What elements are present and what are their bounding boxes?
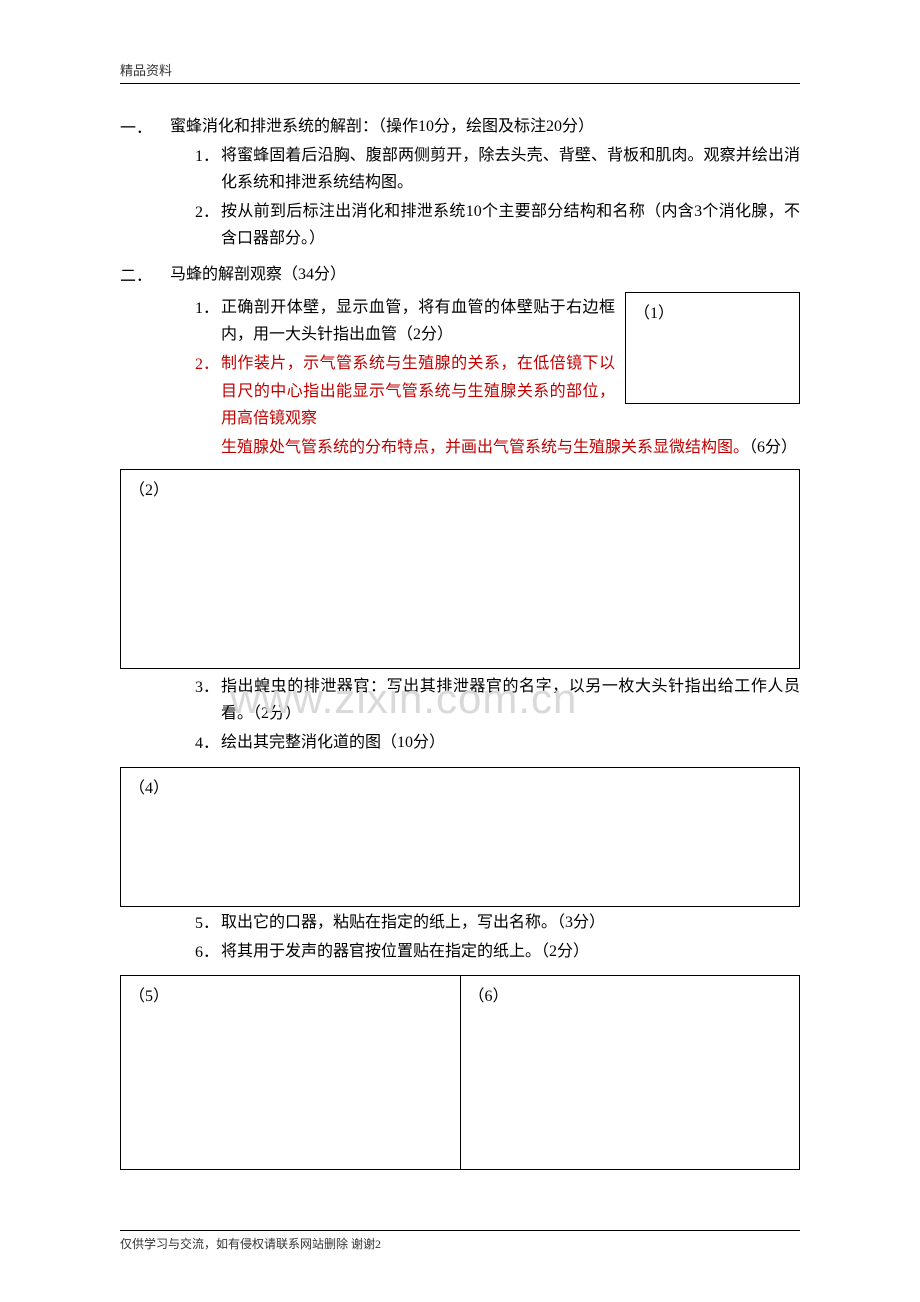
item-2-1-text: 正确剖开体壁，显示血管，将有血管的体壁贴于右边框内，用一大头针指出血管（2分） — [221, 294, 615, 348]
answer-box-4: （4） — [120, 767, 800, 907]
item-2-6: 6． 将其用于发声的器官按位置贴在指定的纸上。（2分） — [120, 938, 800, 965]
box-1-label: （1） — [634, 305, 674, 322]
item-2-2-num: 2． — [195, 350, 221, 432]
box-4-label: （4） — [129, 780, 169, 797]
item-2-6-num: 6． — [195, 938, 221, 965]
answer-box-2: （2） — [120, 469, 800, 669]
box-5-6-row: （5） （6） — [120, 975, 800, 1170]
section-1-num: 一． — [120, 114, 170, 140]
item-2-4: 4． 绘出其完整消化道的图（10分） — [120, 729, 800, 756]
header-label: 精品资料 — [120, 60, 800, 79]
box-6-label: （6） — [469, 988, 509, 1005]
footer-text: 仅供学习与交流，如有侵权请联系网站删除 谢谢 — [120, 1237, 375, 1251]
section-1: 一． 蜜蜂消化和排泄系统的解剖：（操作10分，绘图及标注20分） — [120, 114, 800, 140]
item-2-2-text-b-red: 生殖腺处气管系统的分布特点，并画出气管系统与生殖腺关系显微结构图。 — [221, 439, 749, 456]
item-2-4-num: 4． — [195, 729, 221, 756]
item-1-2-text: 按从前到后标注出消化和排泄系统10个主要部分结构和名称（内含3个消化腺，不含口器… — [221, 198, 800, 252]
answer-box-5: （5） — [120, 975, 461, 1170]
item-2-3-num: 3． — [195, 673, 221, 727]
box-5-label: （5） — [129, 988, 169, 1005]
item-2-4-text: 绘出其完整消化道的图（10分） — [221, 729, 800, 756]
item-1-1-num: 1． — [195, 142, 221, 196]
item-2-5: 5． 取出它的口器，粘贴在指定的纸上，写出名称。（3分） — [120, 909, 800, 936]
item-2-3-text: 指出蝗虫的排泄器官：写出其排泄器官的名字，以另一枚大头针指出给工作人员看。（2分… — [221, 673, 800, 727]
item-2-2b: 生殖腺处气管系统的分布特点，并画出气管系统与生殖腺关系显微结构图。（6分） — [120, 434, 800, 461]
section-2: 二． 马蜂的解剖观察（34分） — [120, 262, 800, 288]
answer-box-6: （6） — [461, 975, 801, 1170]
answer-box-1: （1） — [625, 292, 800, 404]
item-2-1: 1． 正确剖开体壁，显示血管，将有血管的体壁贴于右边框内，用一大头针指出血管（2… — [120, 294, 615, 348]
section-2-num: 二． — [120, 262, 170, 288]
item-2-5-num: 5． — [195, 909, 221, 936]
section-2-title: 马蜂的解剖观察（34分） — [170, 262, 800, 288]
item-2-2-text-b: 生殖腺处气管系统的分布特点，并画出气管系统与生殖腺关系显微结构图。（6分） — [221, 434, 800, 461]
item-2-3: 3． 指出蝗虫的排泄器官：写出其排泄器官的名字，以另一枚大头针指出给工作人员看。… — [120, 673, 800, 727]
footer: 仅供学习与交流，如有侵权请联系网站删除 谢谢2 — [120, 1230, 800, 1252]
item-2-6-text: 将其用于发声的器官按位置贴在指定的纸上。（2分） — [221, 938, 800, 965]
item-1-1-text: 将蜜蜂固着后沿胸、腹部两侧剪开，除去头壳、背壁、背板和肌肉。观察并绘出消化系统和… — [221, 142, 800, 196]
item-2-1-num: 1． — [195, 294, 221, 348]
item-2-5-text: 取出它的口器，粘贴在指定的纸上，写出名称。（3分） — [221, 909, 800, 936]
item-2-2a: 2． 制作装片，示气管系统与生殖腺的关系，在低倍镜下以目尺的中心指出能显示气管系… — [120, 350, 615, 432]
section-2-top-row: 1． 正确剖开体壁，显示血管，将有血管的体壁贴于右边框内，用一大头针指出血管（2… — [120, 292, 800, 432]
item-1-1: 1． 将蜜蜂固着后沿胸、腹部两侧剪开，除去头壳、背壁、背板和肌肉。观察并绘出消化… — [120, 142, 800, 196]
page-content: 精品资料 一． 蜜蜂消化和排泄系统的解剖：（操作10分，绘图及标注20分） 1．… — [0, 0, 920, 1210]
box-2-label: （2） — [129, 482, 169, 499]
item-2-2-text-a: 制作装片，示气管系统与生殖腺的关系，在低倍镜下以目尺的中心指出能显示气管系统与生… — [221, 350, 615, 432]
item-2-2-suffix: （6分） — [749, 439, 797, 456]
footer-pagenum: 2 — [375, 1237, 381, 1251]
header-rule — [120, 83, 800, 84]
item-1-2-num: 2． — [195, 198, 221, 252]
item-1-2: 2． 按从前到后标注出消化和排泄系统10个主要部分结构和名称（内含3个消化腺，不… — [120, 198, 800, 252]
section-1-title: 蜜蜂消化和排泄系统的解剖：（操作10分，绘图及标注20分） — [170, 114, 800, 140]
